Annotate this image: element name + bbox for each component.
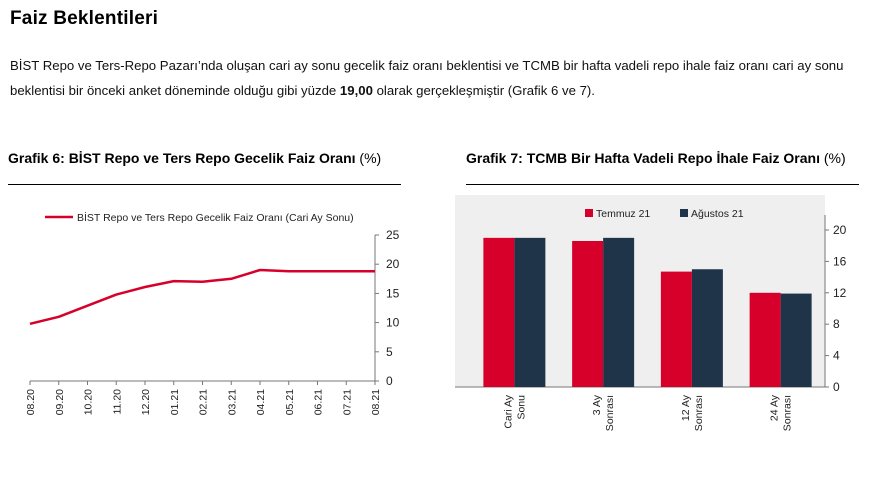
chart6-x-tick-label: 05.21 — [284, 389, 296, 415]
chart7-y-tick-label: 16 — [833, 254, 847, 268]
chart7-x-tick-label-line: Sonrası — [604, 395, 616, 431]
chart7-bar — [603, 237, 635, 387]
chart7-x-tick-label-line: 12 Ay — [680, 394, 692, 421]
chart7-bar — [780, 293, 812, 387]
chart7-y-tick-label: 0 — [833, 380, 840, 394]
chart6-x-tick-label: 11.20 — [111, 389, 123, 415]
chart7-title-unit: (%) — [819, 150, 846, 166]
chart7-x-tick-label-line: Cari Ay — [502, 394, 514, 428]
chart6-title-rule — [8, 184, 401, 185]
chart6-y-tick-label: 10 — [386, 316, 400, 330]
paragraph-text-end: olarak gerçekleşmiştir (Grafik 6 ve 7). — [372, 83, 595, 98]
summary-paragraph: BİST Repo ve Ters-Repo Pazarı’nda oluşan… — [10, 53, 870, 103]
chart6-y-tick-label: 0 — [386, 374, 393, 388]
chart6-x-tick-label: 02.21 — [198, 389, 210, 415]
chart6-x-tick-label: 08.21 — [370, 389, 382, 415]
chart7-x-tick-label-line: Sonu — [515, 395, 527, 420]
chart7-y-tick-label: 12 — [833, 286, 847, 300]
chart6-x-tick-label: 01.21 — [169, 389, 181, 415]
chart6-y-tick-label: 20 — [386, 257, 400, 271]
chart6-y-tick-label: 25 — [386, 228, 400, 242]
paragraph-text: BİST Repo ve Ters-Repo Pazarı’nda oluşan… — [10, 58, 844, 98]
chart7-y-tick-label: 20 — [833, 223, 847, 237]
chart7-bar — [572, 240, 604, 387]
chart6-title-text: Grafik 6: BİST Repo ve Ters Repo Gecelik… — [8, 150, 356, 166]
page-title: Faiz Beklentileri — [10, 8, 159, 29]
chart7-title: Grafik 7: TCMB Bir Hafta Vadeli Repo İha… — [466, 150, 866, 167]
chart6-x-tick-label: 03.21 — [226, 389, 238, 415]
chart7-bar — [691, 269, 723, 387]
chart7-x-tick-label-line: Sonrası — [782, 395, 794, 431]
chart6-x-tick-label: 06.21 — [313, 389, 325, 415]
chart7-title-text: Grafik 7: TCMB Bir Hafta Vadeli Repo İha… — [466, 150, 820, 166]
chart7-bar — [483, 237, 515, 387]
chart6-line-chart: 0 5 10 15 20 25 08.20 09.20 10.20 11.20 12.20 01.21… — [25, 211, 400, 415]
chart7-x-tick-label-line: 24 Ay — [769, 394, 781, 421]
chart6-title: Grafik 6: BİST Repo ve Ters Repo Gecelik… — [8, 150, 403, 167]
chart7-legend-swatch — [680, 209, 688, 217]
chart6-x-tick-label: 09.20 — [54, 389, 66, 415]
chart7-y-tick-label: 4 — [833, 349, 840, 363]
chart6-legend-label: BİST Repo ve Ters Repo Gecelik Faiz Oran… — [77, 211, 354, 224]
chart7-x-tick-label: 24 AySonrası — [769, 394, 794, 431]
chart6-y-tick-label: 5 — [386, 345, 393, 359]
chart7-x-tick-label-line: 3 Ay — [591, 394, 603, 415]
chart7-x-tick-label: 12 AySonrası — [680, 394, 705, 431]
chart6-title-unit: (%) — [355, 150, 382, 166]
chart7-x-tick-label: Cari AySonu — [502, 394, 527, 428]
chart6-x-tick-label: 10.20 — [83, 389, 95, 415]
chart7-x-tick-label-line: Sonrası — [693, 395, 705, 431]
chart6-x-tick-label: 08.20 — [25, 389, 37, 415]
chart7-x-tick-label: 3 AySonrası — [591, 394, 616, 431]
chart7-bar — [514, 237, 546, 387]
chart7-bar — [749, 292, 781, 387]
chart7-legend-swatch — [585, 209, 593, 217]
chart6-x-tick-label: 07.21 — [341, 389, 353, 415]
paragraph-bold-value: 19,00 — [339, 83, 373, 98]
chart7-title-rule — [466, 184, 859, 185]
chart7-legend-label: Ağustos 21 — [691, 208, 744, 220]
chart7-y-tick-label: 8 — [833, 317, 840, 331]
chart6-series-line — [29, 268, 375, 326]
chart7-legend-label: Temmuz 21 — [596, 208, 650, 220]
chart6-x-tick-label: 12.20 — [140, 389, 152, 415]
chart6-x-tick-label: 04.21 — [255, 389, 267, 415]
chart6-y-tick-label: 15 — [386, 286, 400, 300]
chart7-bar — [660, 271, 692, 387]
